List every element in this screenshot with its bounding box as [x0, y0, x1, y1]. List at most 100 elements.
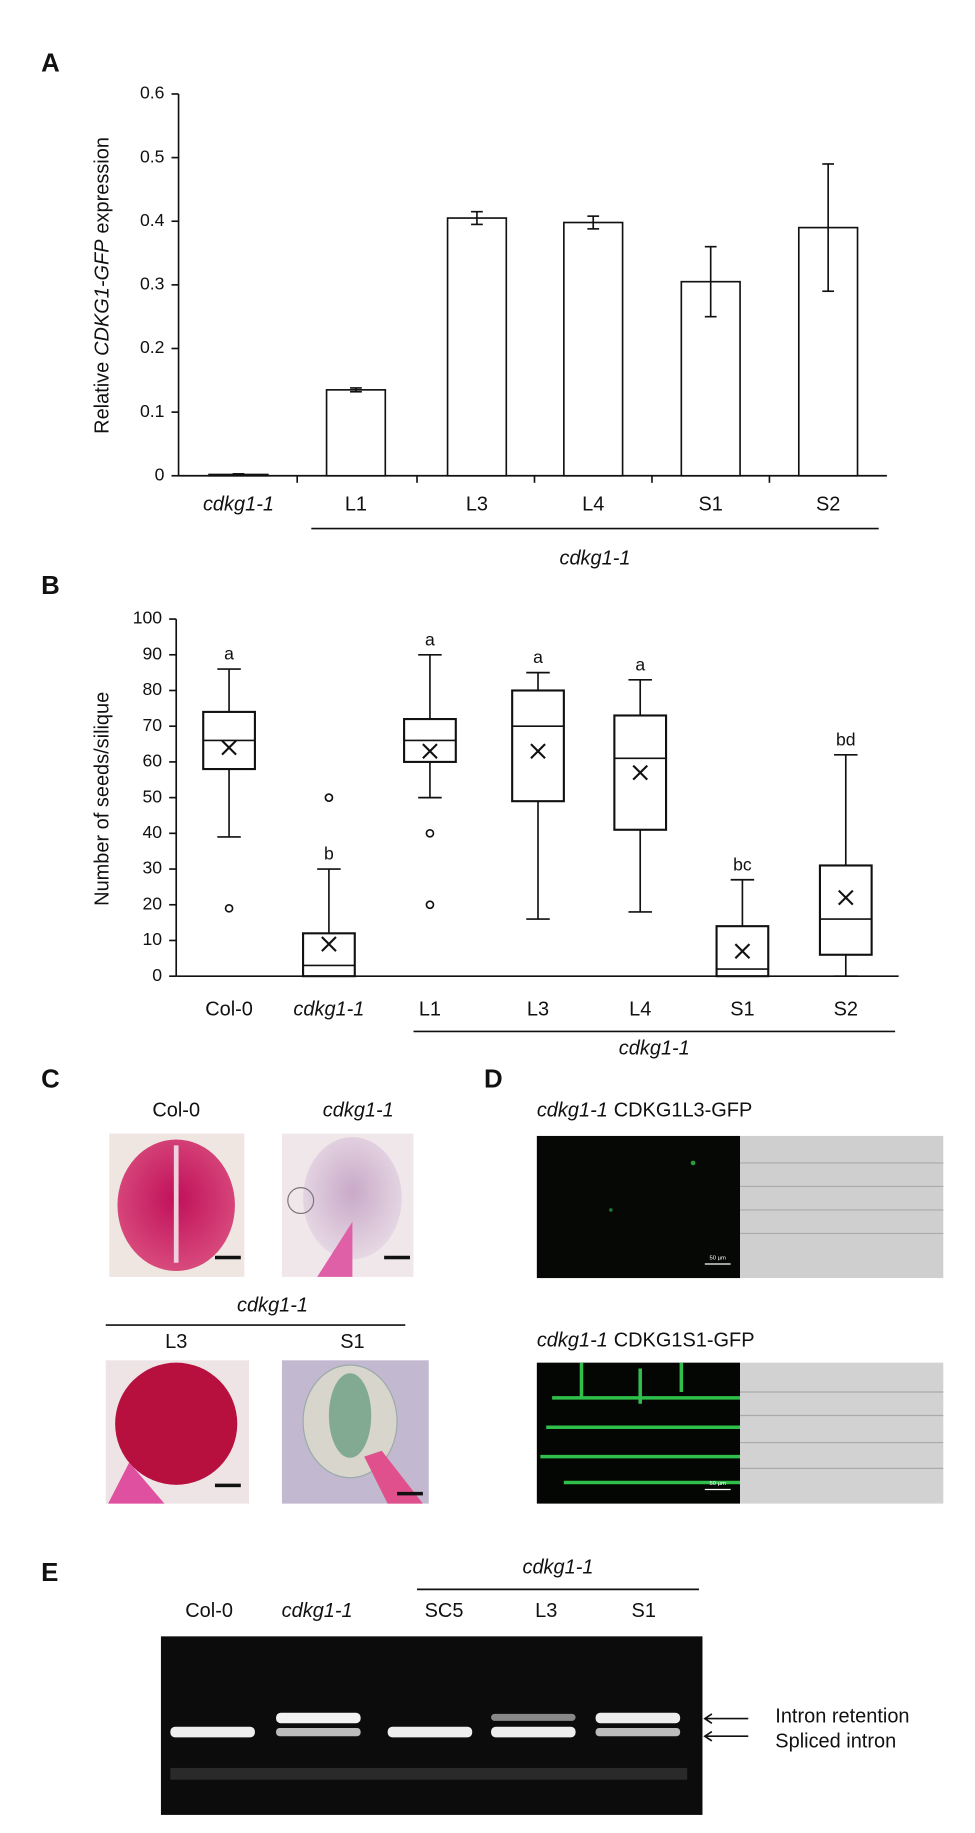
y-tick-label: 0 — [152, 965, 162, 985]
significance-letter: a — [635, 654, 645, 674]
lane-label: S1 — [632, 1600, 656, 1622]
outlier — [425, 900, 435, 910]
fluorescence-image — [536, 1135, 741, 1279]
outlier — [224, 903, 234, 913]
x-tick-label: L3 — [466, 493, 488, 515]
brightfield-image — [740, 1135, 944, 1279]
y-tick-label: 0.5 — [140, 146, 165, 166]
arrow — [703, 1713, 749, 1742]
x-tick-label: S2 — [834, 999, 858, 1021]
error-bar — [350, 387, 362, 393]
panel-letter: A — [41, 49, 60, 77]
box — [302, 932, 356, 978]
x-tick-label: L3 — [527, 999, 549, 1021]
bar — [563, 221, 624, 477]
mean-marker — [734, 943, 751, 959]
image-label: cdkg1-1 — [323, 1100, 394, 1122]
construct: CDKG1L3-GFP — [614, 1100, 753, 1122]
bar — [325, 389, 387, 477]
filament — [317, 1221, 353, 1277]
mean-marker — [321, 936, 337, 952]
x-tick-label: cdkg1-1 — [293, 999, 364, 1021]
scale-label: 50 µm — [710, 1481, 727, 1487]
genotype: cdkg1-1 — [537, 1330, 608, 1352]
x-tick-label: S2 — [816, 493, 840, 515]
scale-bar — [214, 1483, 241, 1488]
x-tick-label: L4 — [629, 999, 651, 1021]
y-axis-label-part: Relative — [92, 362, 114, 434]
pollen — [287, 1187, 315, 1215]
error-bar — [822, 163, 835, 293]
significance-letter: a — [425, 629, 435, 649]
mean-marker — [422, 743, 438, 759]
x-tick-label: S1 — [698, 493, 722, 515]
cells — [740, 1391, 944, 1469]
gel-band — [276, 1727, 361, 1737]
significance-letter: a — [224, 644, 234, 664]
significance-letter: bc — [733, 854, 752, 874]
panel-letter: C — [41, 1066, 60, 1094]
y-tick-label: 0 — [155, 464, 165, 484]
bar — [446, 217, 508, 477]
lane-label: L3 — [535, 1600, 557, 1622]
outlier — [324, 793, 334, 802]
x-tick-label: L4 — [582, 493, 604, 515]
genotype: cdkg1-1 — [537, 1100, 608, 1122]
mean-marker — [530, 743, 546, 759]
group-label: cdkg1-1 — [559, 547, 630, 569]
box — [715, 925, 770, 978]
x-tick-label: cdkg1-1 — [203, 493, 274, 515]
mean-marker — [221, 739, 237, 756]
error-bar — [232, 473, 245, 476]
x-tick-label: L1 — [345, 493, 367, 515]
error-bar — [704, 245, 717, 318]
band-label: Spliced intron — [775, 1730, 896, 1752]
image-label: S1 — [340, 1331, 364, 1353]
lane-label: SC5 — [425, 1600, 464, 1622]
gel-band — [276, 1712, 361, 1724]
band-label: Intron retention — [775, 1706, 909, 1728]
x-tick-label: S1 — [730, 999, 754, 1021]
box — [511, 689, 565, 803]
panel-letter: E — [41, 1559, 58, 1587]
y-tick-label: 60 — [143, 751, 163, 771]
x-tick-label: L1 — [419, 999, 441, 1021]
gel-band — [491, 1713, 576, 1721]
y-tick-label: 20 — [143, 893, 163, 913]
scale-bar — [384, 1255, 410, 1260]
scale-bar — [397, 1491, 423, 1496]
gfp-spot — [609, 1208, 613, 1212]
anther — [115, 1362, 238, 1485]
y-tick-label: 10 — [143, 929, 163, 949]
group-label: cdkg1-1 — [237, 1295, 308, 1317]
y-axis-label: Number of seeds/silique — [92, 692, 114, 906]
y-tick-label: 40 — [143, 822, 163, 842]
y-tick-label: 70 — [143, 715, 163, 735]
image-label: Col-0 — [152, 1100, 200, 1122]
group-label: cdkg1-1 — [522, 1556, 593, 1578]
y-axis-label: Relative CDKG1-GFP expression — [92, 137, 114, 434]
y-tick-label: 80 — [143, 679, 163, 699]
significance-letter: a — [533, 647, 543, 667]
y-tick-label: 50 — [143, 786, 163, 806]
mean-marker — [837, 889, 854, 906]
outlier — [425, 828, 435, 838]
filament — [364, 1450, 423, 1504]
gel-band — [595, 1727, 681, 1737]
anther-stain — [328, 1373, 372, 1458]
y-tick-label: 0.4 — [140, 210, 165, 230]
y-tick-label: 0.1 — [140, 401, 164, 421]
group-label: cdkg1-1 — [619, 1037, 690, 1059]
brightfield-image — [740, 1362, 944, 1504]
lane-label: cdkg1-1 — [282, 1600, 353, 1622]
gel-band — [387, 1726, 473, 1738]
image-label: cdkg1-1 CDKG1L3-GFP — [537, 1100, 752, 1122]
x-tick-label: Col-0 — [205, 999, 253, 1021]
panel-letter: B — [41, 572, 60, 600]
y-axis-label-part: CDKG1-GFP — [92, 239, 114, 356]
y-tick-label: 0.6 — [140, 83, 165, 103]
anther — [303, 1137, 402, 1260]
scale-bar — [214, 1255, 241, 1260]
y-tick-label: 0.2 — [140, 337, 164, 357]
